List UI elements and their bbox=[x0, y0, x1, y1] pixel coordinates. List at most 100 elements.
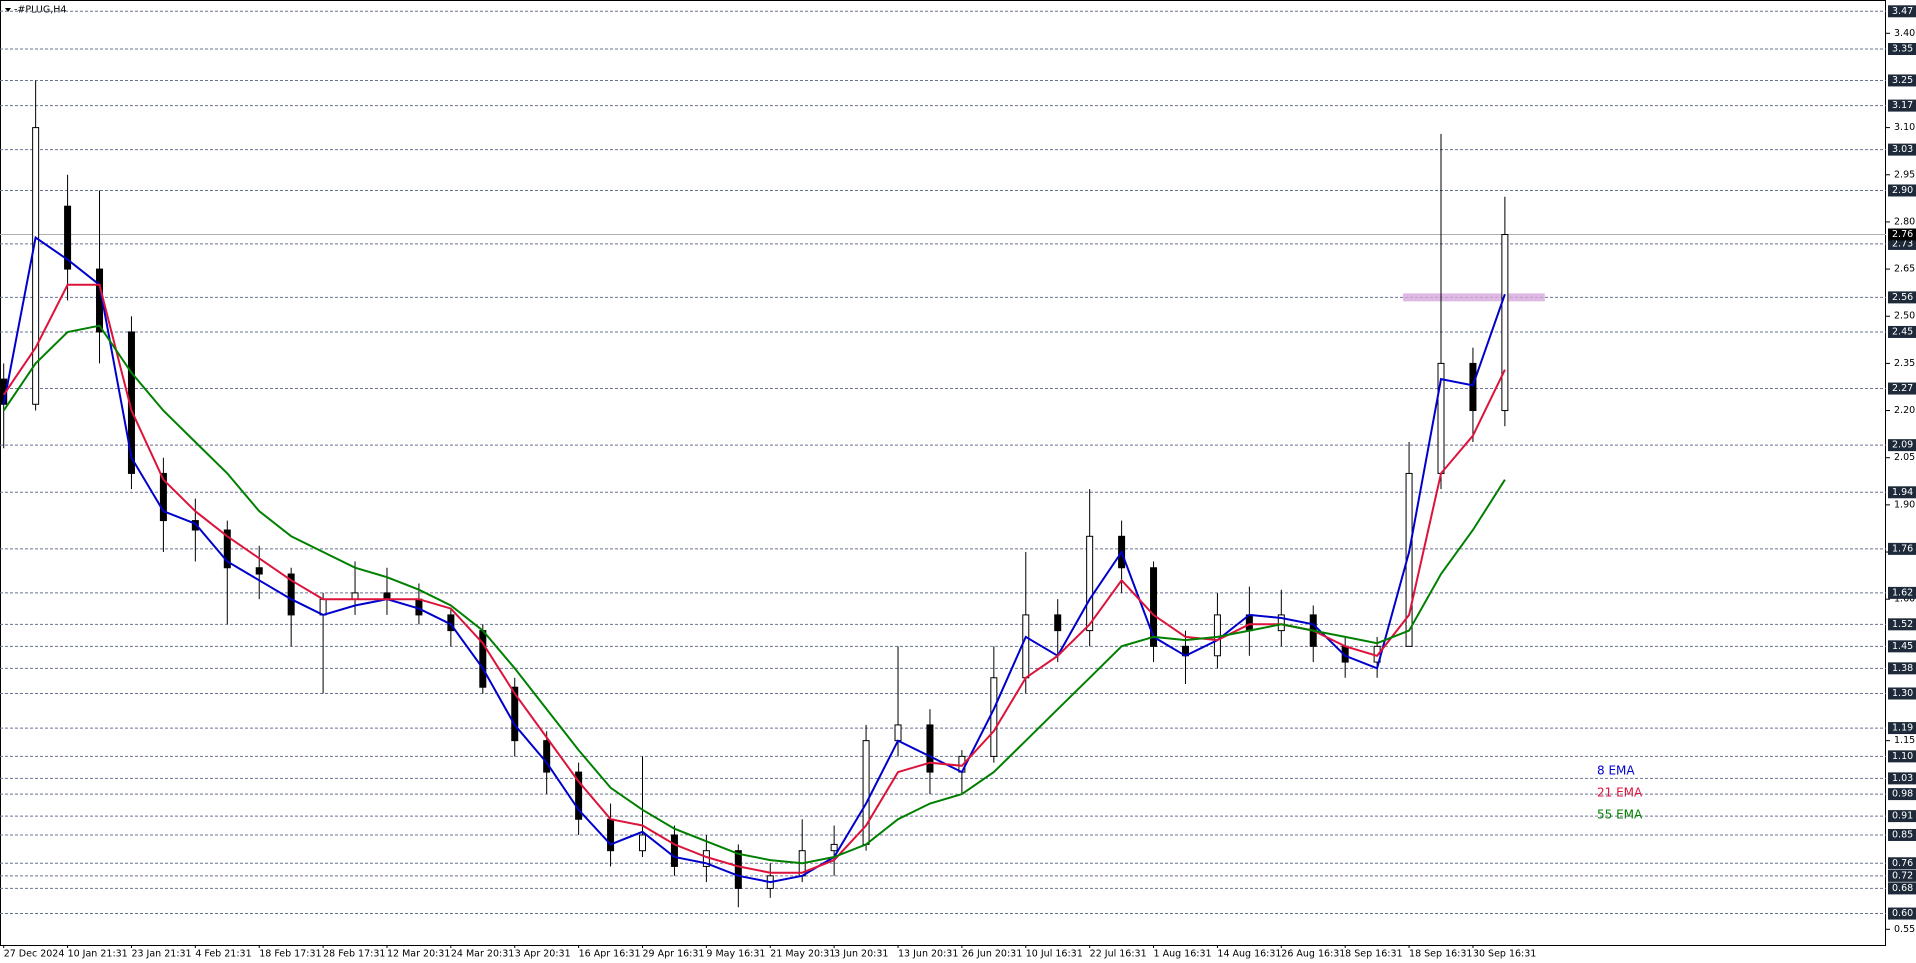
x-tick-label: 10 Jan 21:31 bbox=[68, 949, 128, 960]
candle-body bbox=[255, 567, 263, 575]
ema-line bbox=[2, 283, 1506, 874]
level-label-box bbox=[1888, 542, 1916, 555]
level-label: 3.25 bbox=[1892, 75, 1913, 86]
level-label-box bbox=[1888, 618, 1916, 631]
level-label: 0.98 bbox=[1892, 789, 1913, 800]
level-label: 1.38 bbox=[1892, 663, 1913, 674]
candle-body bbox=[1501, 233, 1509, 412]
ema-line bbox=[2, 324, 1506, 865]
level-label: 1.19 bbox=[1892, 723, 1913, 734]
level-label: 1.45 bbox=[1892, 641, 1913, 652]
x-tick-label: 13 Jun 20:31 bbox=[898, 949, 958, 960]
candle-body bbox=[1277, 614, 1285, 632]
candle-body bbox=[1022, 614, 1030, 679]
y-tick-label: 2.05 bbox=[1894, 452, 1915, 463]
y-tick-label: 2.20 bbox=[1894, 405, 1915, 416]
candle-body bbox=[607, 818, 615, 852]
level-label: 2.90 bbox=[1892, 185, 1913, 196]
candle-body bbox=[287, 573, 295, 616]
level-label: 3.47 bbox=[1892, 6, 1913, 17]
level-label: 0.72 bbox=[1892, 870, 1913, 881]
x-tick-label: 4 Feb 21:31 bbox=[195, 949, 251, 960]
y-tick-label: 1.60 bbox=[1894, 594, 1915, 605]
level-label-box bbox=[1888, 750, 1916, 763]
candle-body bbox=[319, 598, 327, 616]
y-tick-label: 3.40 bbox=[1894, 28, 1915, 39]
y-tick-label: 1.90 bbox=[1894, 499, 1915, 510]
x-tick-label: 21 May 20:31 bbox=[770, 949, 835, 960]
candle-body bbox=[1213, 614, 1221, 657]
candle-body bbox=[223, 529, 231, 569]
x-tick-label: 10 Jul 16:31 bbox=[1026, 949, 1083, 960]
level-label-box bbox=[1888, 828, 1916, 841]
x-tick-label: 9 May 16:31 bbox=[706, 949, 765, 960]
level-label-box bbox=[1888, 325, 1916, 338]
x-tick-label: 27 Dec 2024 bbox=[4, 949, 65, 960]
level-label-box bbox=[1888, 869, 1916, 882]
legend-entry: 55 EMA bbox=[1597, 808, 1643, 822]
level-label-box bbox=[1888, 382, 1916, 395]
level-label: 1.03 bbox=[1892, 773, 1913, 784]
menu-arrow bbox=[5, 8, 11, 12]
x-tick-label: 18 Feb 17:31 bbox=[259, 949, 321, 960]
chart-title: -#PLUG,H4 bbox=[14, 5, 66, 16]
level-label: 1.76 bbox=[1892, 543, 1913, 554]
candle-body bbox=[575, 771, 583, 820]
level-label: 1.62 bbox=[1892, 587, 1913, 598]
x-tick-label: 22 Jul 16:31 bbox=[1090, 949, 1147, 960]
level-label-box bbox=[1888, 439, 1916, 452]
y-tick-label: 1.15 bbox=[1894, 735, 1915, 746]
level-label: 3.17 bbox=[1892, 100, 1913, 111]
y-tick-label: 2.50 bbox=[1894, 311, 1915, 322]
x-tick-label: 14 Aug 16:31 bbox=[1217, 949, 1281, 960]
level-label: 0.91 bbox=[1892, 811, 1913, 822]
candle-body bbox=[543, 740, 551, 773]
candle-body bbox=[1054, 614, 1062, 632]
level-label: 1.52 bbox=[1892, 619, 1913, 630]
x-tick-label: 18 Sep 16:31 bbox=[1409, 949, 1472, 960]
level-label-box bbox=[1888, 722, 1916, 735]
x-tick-label: 3 Apr 20:31 bbox=[515, 949, 571, 960]
level-label: 0.85 bbox=[1892, 829, 1913, 840]
y-tick-label: 0.55 bbox=[1894, 924, 1915, 935]
candle-body bbox=[511, 686, 519, 742]
x-tick-label: 1 Aug 16:31 bbox=[1154, 949, 1212, 960]
candle-body bbox=[990, 677, 998, 757]
x-tick-label: 8 Sep 16:31 bbox=[1345, 949, 1402, 960]
level-label: 0.68 bbox=[1892, 883, 1913, 894]
x-tick-label: 12 Mar 20:31 bbox=[387, 949, 450, 960]
level-label-box bbox=[1888, 810, 1916, 823]
level-label: 1.94 bbox=[1892, 487, 1913, 498]
x-tick-label: 29 Apr 16:31 bbox=[643, 949, 705, 960]
level-label: 3.35 bbox=[1892, 44, 1913, 55]
x-tick-label: 3 Jun 20:31 bbox=[834, 949, 888, 960]
level-label-box bbox=[1888, 291, 1916, 304]
level-label-box bbox=[1888, 99, 1916, 112]
legend-entry: 8 EMA bbox=[1597, 764, 1635, 778]
level-label-box bbox=[1888, 788, 1916, 801]
level-label: 0.60 bbox=[1892, 908, 1913, 919]
level-label-box bbox=[1888, 662, 1916, 675]
y-tick-label: 2.35 bbox=[1894, 358, 1915, 369]
candle-body bbox=[639, 834, 646, 852]
candle-body bbox=[926, 724, 934, 773]
x-tick-label: 30 Sep 16:31 bbox=[1473, 949, 1536, 960]
plot-frame bbox=[0, 0, 1886, 946]
candle-body bbox=[1469, 362, 1477, 412]
candle-body bbox=[479, 630, 487, 688]
level-label-box bbox=[1888, 857, 1916, 870]
level-label: 3.03 bbox=[1892, 144, 1913, 155]
level-label-box bbox=[1888, 237, 1916, 250]
candle-body bbox=[734, 850, 742, 889]
x-tick-label: 28 Feb 17:31 bbox=[323, 949, 385, 960]
level-label-box bbox=[1888, 640, 1916, 653]
level-label: 2.56 bbox=[1892, 292, 1913, 303]
x-tick-label: 16 Apr 16:31 bbox=[579, 949, 641, 960]
level-label-box bbox=[1888, 143, 1916, 156]
x-tick-label: 24 Mar 20:31 bbox=[451, 949, 514, 960]
level-label-box bbox=[1888, 74, 1916, 87]
candle-body bbox=[670, 834, 678, 867]
candle-body bbox=[1150, 567, 1158, 647]
